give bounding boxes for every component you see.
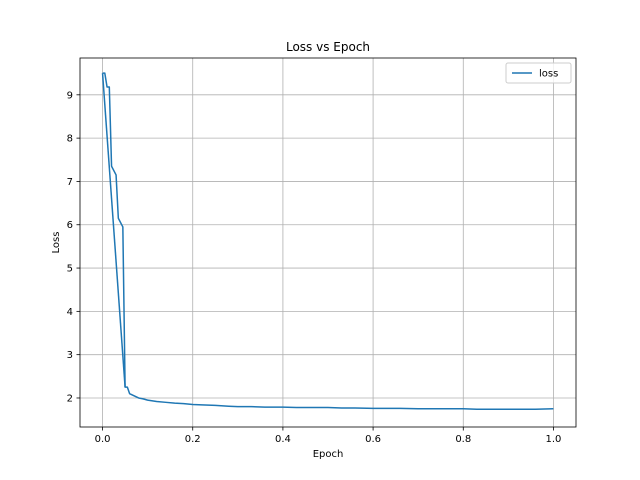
series-line-loss-segment xyxy=(101,73,126,388)
ticks: 0.0 0.2 0.4 0.6 0.8 1.0 2 3 4 5 6 7 8 9 xyxy=(67,90,562,445)
series-line-loss xyxy=(102,72,554,410)
grid xyxy=(80,58,576,427)
y-tick-label: 9 xyxy=(67,90,73,101)
x-tick-label: 0.6 xyxy=(365,434,381,445)
y-axis-label: Loss xyxy=(51,232,62,254)
y-tick-label: 8 xyxy=(67,134,73,145)
x-tick-label: 0.2 xyxy=(185,434,201,445)
y-tick-label: 3 xyxy=(67,350,73,361)
series-layer xyxy=(101,72,554,410)
x-tick-label: 1.0 xyxy=(546,434,562,445)
legend-label-loss: loss xyxy=(539,69,558,80)
y-tick-label: 4 xyxy=(67,307,73,318)
legend-box xyxy=(505,62,572,84)
chart-title: Loss vs Epoch xyxy=(286,40,370,54)
legend: loss xyxy=(505,62,572,84)
y-tick-label: 7 xyxy=(67,177,73,188)
y-tick-label: 6 xyxy=(67,220,73,231)
x-tick-label: 0.4 xyxy=(275,434,291,445)
x-axis-label: Epoch xyxy=(313,449,344,460)
y-tick-label: 5 xyxy=(67,264,73,275)
x-tick-label: 0.0 xyxy=(95,434,111,445)
x-tick-label: 0.8 xyxy=(455,434,471,445)
axes-frame xyxy=(79,57,577,428)
plot-area xyxy=(80,58,576,427)
y-tick-label: 2 xyxy=(67,393,73,404)
